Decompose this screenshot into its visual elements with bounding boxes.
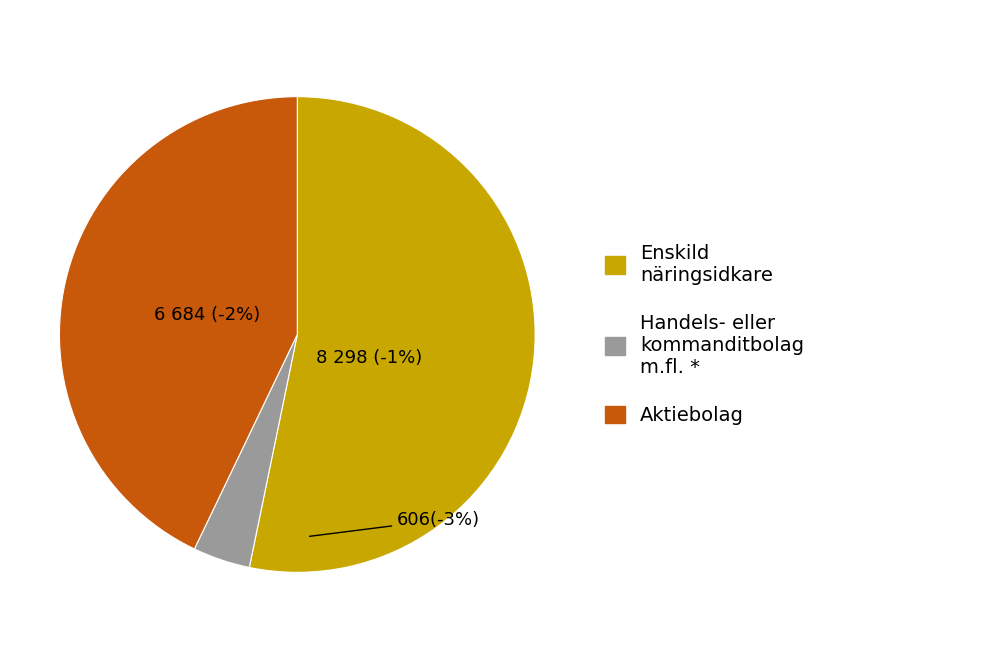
Legend: Enskild
näringsidkare, Handels- eller
kommanditbolag
m.fl. *, Aktiebolag: Enskild näringsidkare, Handels- eller ko… (606, 244, 805, 425)
Text: 606(-3%): 606(-3%) (309, 511, 481, 537)
Wedge shape (194, 334, 297, 567)
Wedge shape (59, 96, 297, 549)
Text: 8 298 (-1%): 8 298 (-1%) (315, 349, 422, 367)
Wedge shape (250, 96, 535, 573)
Text: 6 684 (-2%): 6 684 (-2%) (154, 306, 260, 324)
